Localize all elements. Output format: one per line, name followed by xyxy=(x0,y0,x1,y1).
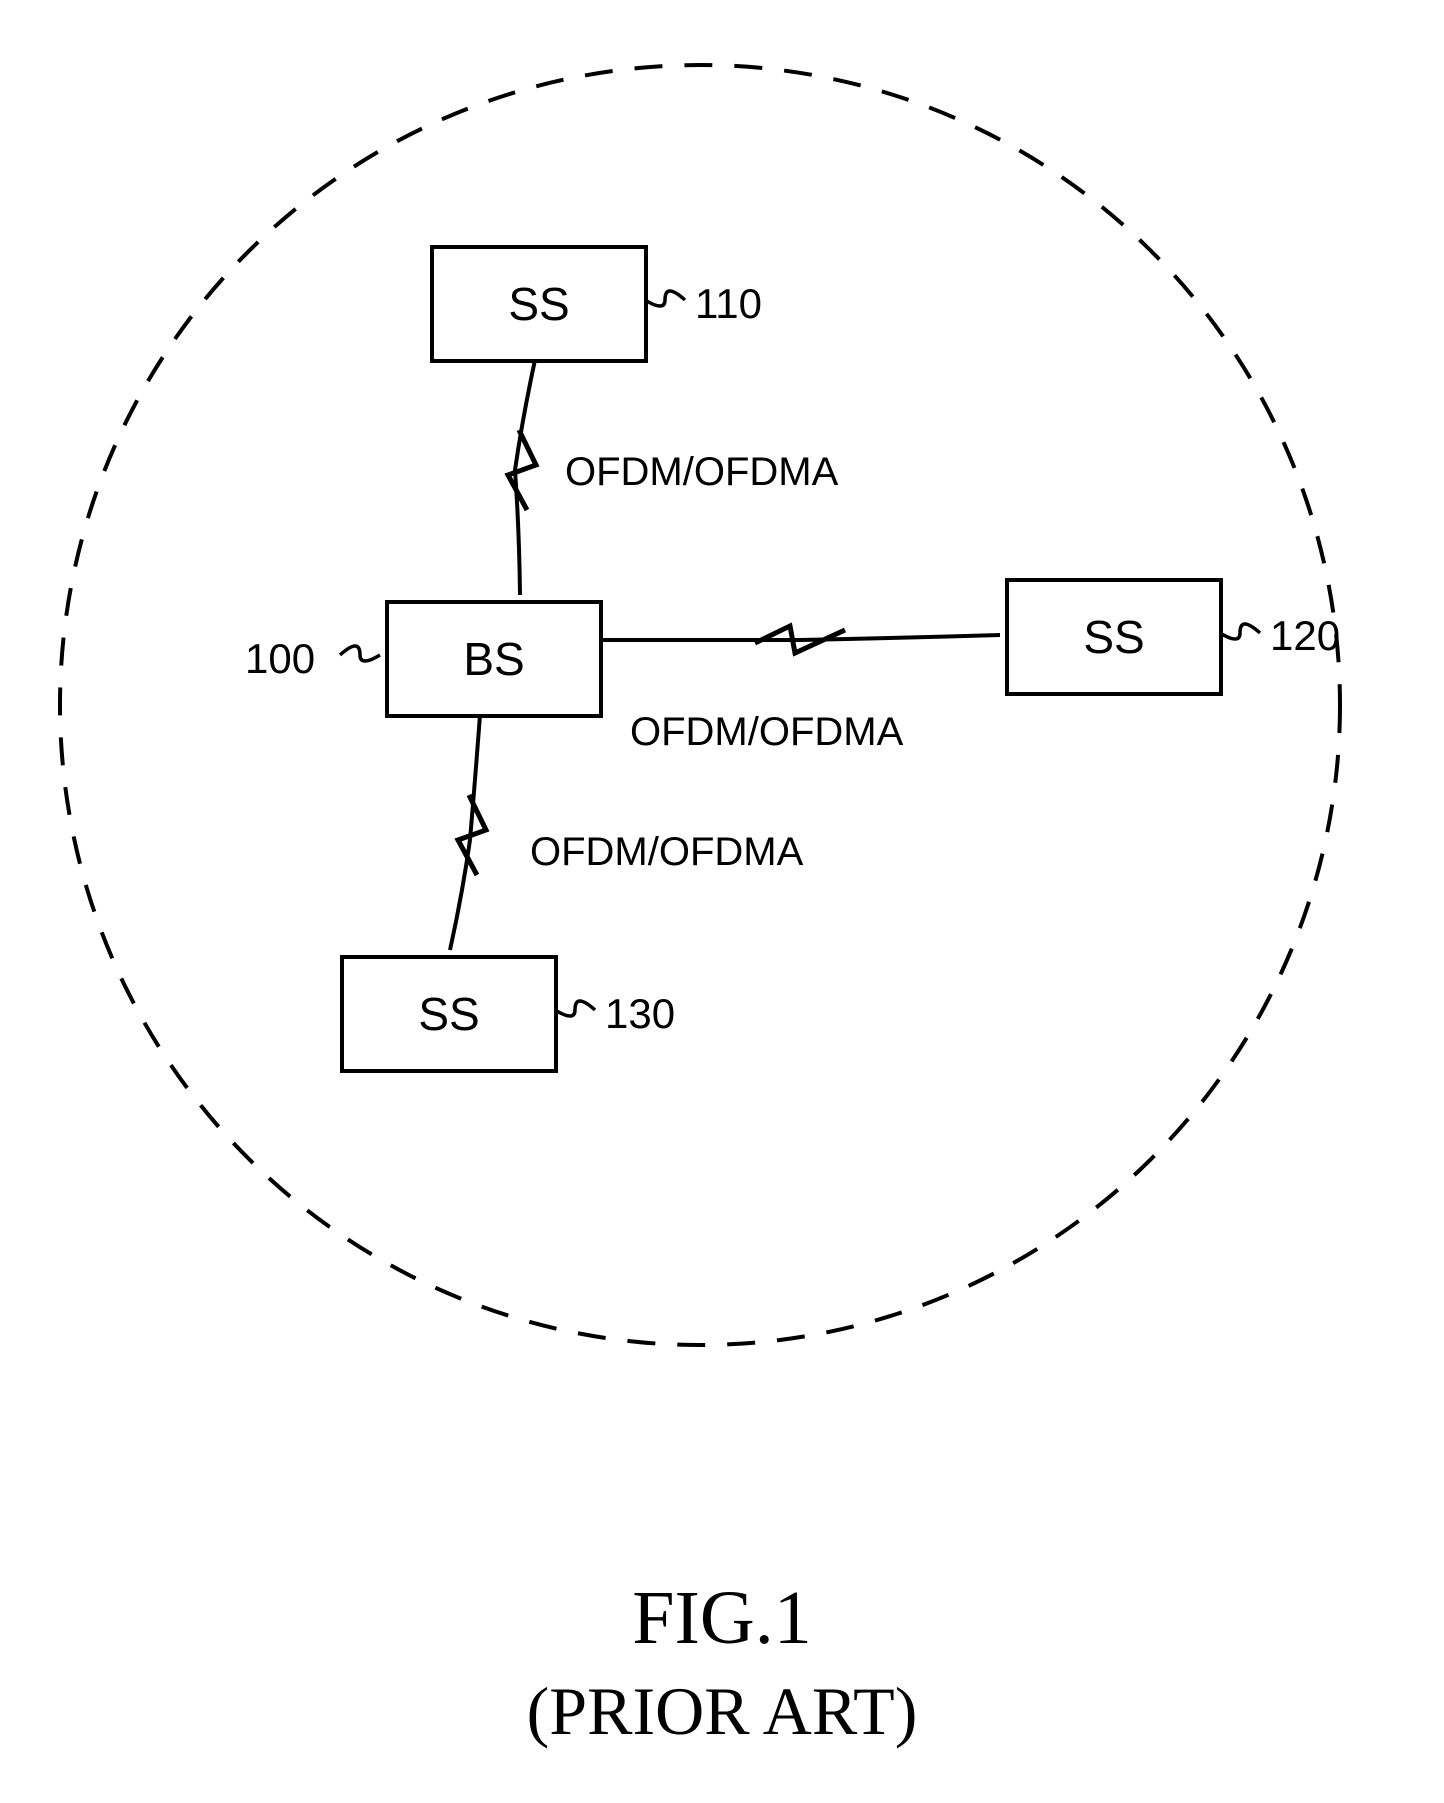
node-label: SS xyxy=(418,987,479,1041)
caption-line1: FIG.1 xyxy=(0,1575,1444,1662)
edge-label: OFDM/OFDMA xyxy=(530,830,803,875)
node-label: SS xyxy=(508,277,569,331)
edge-label: OFDM/OFDMA xyxy=(630,710,903,755)
edge-label: OFDM/OFDMA xyxy=(565,450,838,495)
ref-hook xyxy=(1220,624,1260,639)
caption-line2: (PRIOR ART) xyxy=(0,1672,1444,1751)
node-ss120: SS xyxy=(1005,578,1215,688)
ref-label: 120 xyxy=(1270,612,1340,660)
wireless-bolt-icon xyxy=(508,430,536,510)
node-label: BS xyxy=(463,632,524,686)
node-front: SS xyxy=(340,955,558,1073)
ref-hook xyxy=(340,646,380,661)
node-bs: BS xyxy=(385,600,595,710)
ref-hook xyxy=(645,291,685,306)
node-ss130: SS xyxy=(340,955,550,1065)
node-front: SS xyxy=(430,245,648,363)
edge-line xyxy=(515,360,535,595)
diagram-svg xyxy=(0,0,1444,1803)
cell-boundary-circle xyxy=(60,65,1340,1345)
ref-label: 130 xyxy=(605,990,675,1038)
node-front: SS xyxy=(1005,578,1223,696)
ref-label: 110 xyxy=(695,280,762,328)
ref-label: 100 xyxy=(245,635,315,683)
figure-caption: FIG.1 (PRIOR ART) xyxy=(0,1575,1444,1751)
diagram-canvas: BS SS SS SS 100 110 120 130 OFDM/OFDMA OFDM/OFDM… xyxy=(0,0,1444,1803)
node-front: BS xyxy=(385,600,603,718)
node-ss110: SS xyxy=(430,245,640,355)
ref-hook xyxy=(555,1001,595,1016)
node-label: SS xyxy=(1083,610,1144,664)
edge-line xyxy=(600,635,1000,640)
